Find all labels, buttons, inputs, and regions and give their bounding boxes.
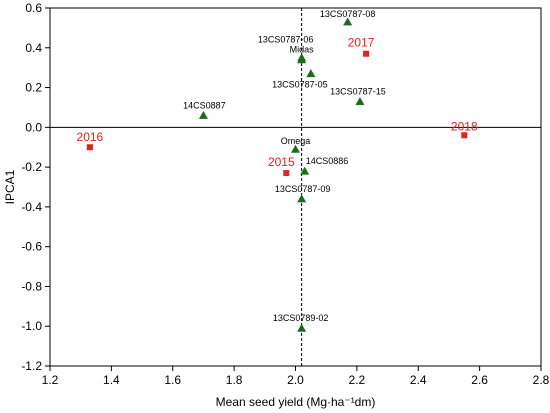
x-axis: 1.2 1.4 1.6 1.8 2.0 2.2 2.4 2.6 2.8 xyxy=(42,366,550,387)
x-tick-label: 2.2 xyxy=(349,373,366,387)
triangle-marker xyxy=(291,144,300,153)
x-axis-title: Mean seed yield (Mg·ha⁻¹dm) xyxy=(216,395,376,409)
y-tick-label: -0.6 xyxy=(21,240,42,254)
y-tick-label: -1.0 xyxy=(21,319,42,333)
x-tick-label: 2.6 xyxy=(471,373,488,387)
genotype-label: Omega xyxy=(281,136,311,146)
genotype-label: 13CS0787-15 xyxy=(330,86,386,96)
genotype-label: 13CS0787-06 xyxy=(258,35,314,45)
genotype-label: 14CS0887 xyxy=(183,100,226,110)
triangle-marker xyxy=(355,96,365,105)
triangle-marker xyxy=(297,53,307,62)
year-label: 2017 xyxy=(348,36,375,50)
y-tick-label: 0.6 xyxy=(25,1,42,15)
year-label: 2018 xyxy=(451,119,478,133)
y-tick-label: -1.2 xyxy=(21,359,42,373)
year-label: 2016 xyxy=(77,130,104,144)
square-marker xyxy=(363,50,370,57)
genotype-label: Midas xyxy=(290,45,315,55)
y-tick-label: 0.2 xyxy=(25,81,42,95)
square-marker xyxy=(283,170,290,177)
y-tick-label: -0.8 xyxy=(21,279,42,293)
x-tick-label: 1.8 xyxy=(226,373,243,387)
square-marker xyxy=(86,144,93,151)
y-tick-label: 0.0 xyxy=(25,120,42,134)
triangle-marker xyxy=(198,110,208,119)
data-points xyxy=(86,17,468,332)
genotype-label: 14CS0886 xyxy=(306,156,349,166)
y-axis-title: IPCA1 xyxy=(3,169,17,204)
x-tick-label: 2.4 xyxy=(410,373,427,387)
x-tick-label: 1.2 xyxy=(42,373,59,387)
point-labels: 13CS0787-0813CS0787-06Midas13CS0787-0513… xyxy=(77,9,478,323)
genotype-label: 13CS0787-05 xyxy=(272,80,328,90)
genotype-label: 13CS0789-02 xyxy=(273,313,329,323)
year-label: 2015 xyxy=(268,155,295,169)
x-tick-label: 2.0 xyxy=(287,373,304,387)
genotype-label: 13CS0787-08 xyxy=(320,9,376,19)
reference-lines xyxy=(50,8,541,366)
y-tick-label: 0.4 xyxy=(25,41,42,55)
triangle-marker xyxy=(297,323,307,332)
genotype-label: 13CS0787-09 xyxy=(275,184,331,194)
x-tick-label: 2.8 xyxy=(533,373,550,387)
triangle-marker xyxy=(300,166,310,175)
x-tick-label: 1.4 xyxy=(103,373,120,387)
x-tick-label: 1.6 xyxy=(164,373,181,387)
y-tick-label: -0.2 xyxy=(21,160,42,174)
square-marker xyxy=(461,132,468,139)
triangle-marker xyxy=(306,69,316,78)
y-tick-label: -0.4 xyxy=(21,200,42,214)
triangle-marker xyxy=(297,194,307,203)
y-axis: 0.6 0.4 0.2 0.0 -0.2 -0.4 -0.6 -0.8 -1.0 -1.2 xyxy=(21,1,50,373)
triangle-marker xyxy=(343,17,353,26)
